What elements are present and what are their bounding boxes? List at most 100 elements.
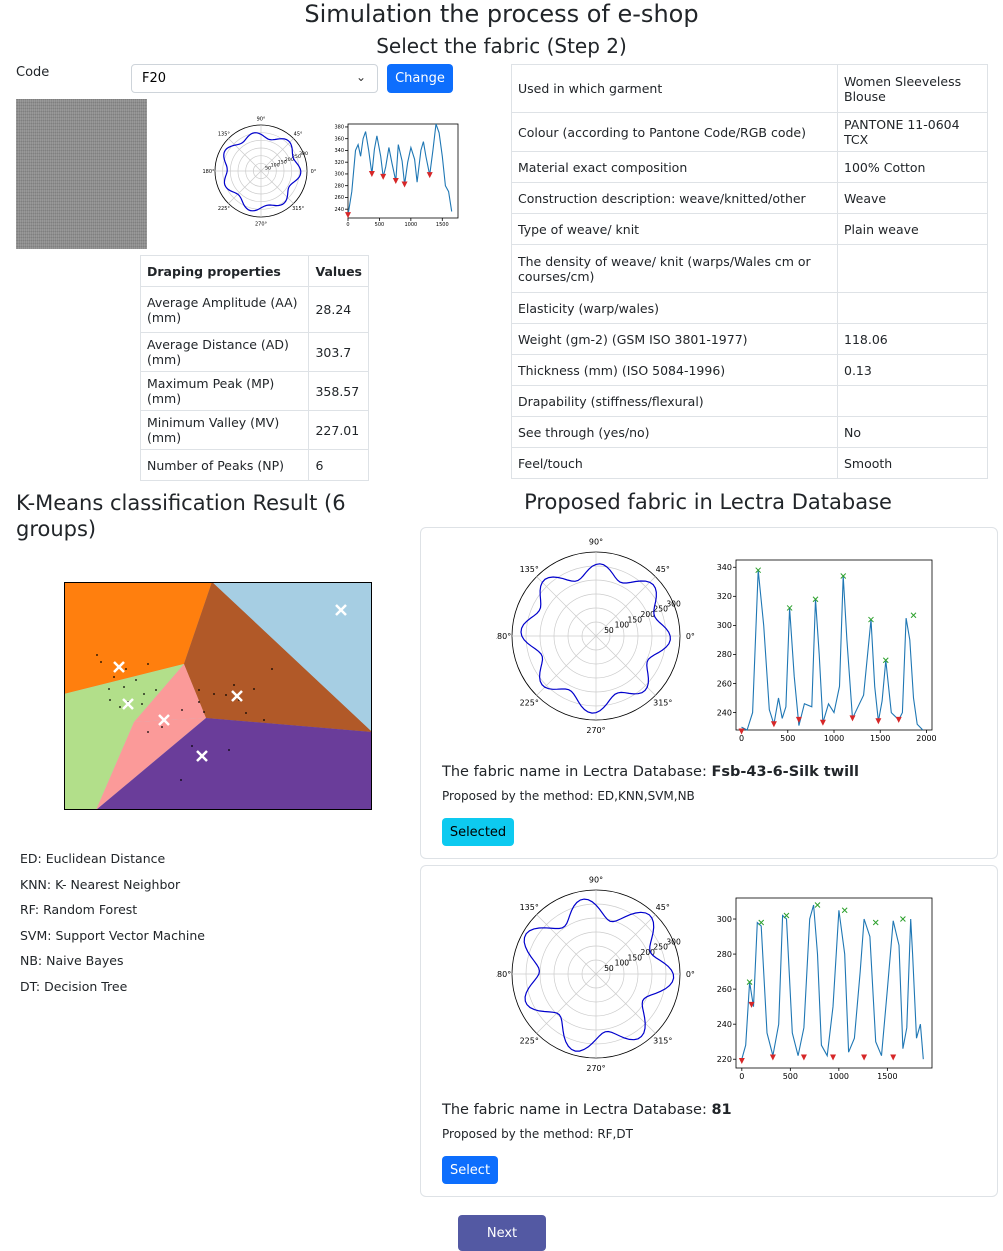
table-row: Maximum Peak (MP) (mm) 358.57 xyxy=(139,371,369,411)
polar-radial-label: 250 xyxy=(292,154,301,160)
polar-radial-label: 50 xyxy=(604,964,614,973)
data-point xyxy=(213,693,215,695)
peak-marker xyxy=(755,567,762,574)
thumb-polar-chart: 90° 135° 45° 180° 0° 225° 315° 270° 501001502002… xyxy=(202,116,317,227)
table-row: Minimum Valley (MV) (mm) 227.01 xyxy=(139,410,369,450)
polar-grid-spoke xyxy=(595,576,656,637)
info-value xyxy=(837,385,988,417)
page-title: Simulation the process of e-shop xyxy=(304,0,699,28)
code-select[interactable]: F20 xyxy=(131,64,378,93)
data-point xyxy=(109,699,111,701)
polar-radial-label: 200 xyxy=(285,157,294,163)
data-point xyxy=(147,663,149,665)
centroid-marker xyxy=(113,661,125,673)
info-label: Material exact composition xyxy=(511,151,838,183)
data-point xyxy=(180,779,182,781)
data-point xyxy=(108,688,110,690)
peak-marker xyxy=(814,902,821,908)
polar-chart: 90° 135° 45° 180° 0° 225° 315° 270° 501001502002… xyxy=(496,875,695,1073)
y-tick-label: 240 xyxy=(717,1020,732,1029)
polar-grid-spoke xyxy=(260,170,294,204)
y-tick-label: 320 xyxy=(717,592,732,601)
fabric-name-line: The fabric name in Lectra Database: Fsb-… xyxy=(442,764,859,780)
polar-grid-spoke xyxy=(536,914,597,975)
table-row: Average Amplitude (AA) (mm) 28.24 xyxy=(139,286,369,333)
polar-grid-spoke xyxy=(536,576,597,637)
valley-marker xyxy=(795,716,802,723)
table-row: See through (yes/no) No xyxy=(511,416,988,448)
y-tick-label: 320 xyxy=(334,160,344,166)
info-value xyxy=(837,292,988,324)
info-value: No xyxy=(837,416,988,448)
proposed-card-1: 90°135°45°180°0°225°315°270°501001502002… xyxy=(420,527,998,859)
info-label: Drapability (stiffness/flexural) xyxy=(511,385,838,417)
polar-radial-label: 100 xyxy=(271,163,280,169)
centroid-marker xyxy=(196,750,208,762)
drape-shape-line xyxy=(520,563,671,714)
table-row: Construction description: weave/knitted/… xyxy=(511,182,988,214)
info-value: 118.06 xyxy=(837,323,988,355)
thumb-line-chart: 240 260 280 300 320 340 360 380 0 500 1000 1500 xyxy=(334,123,459,228)
polar-grid-spoke xyxy=(228,138,262,172)
draping-header-value: Values xyxy=(308,255,369,287)
list-item: KNN: K- Nearest Neighbor xyxy=(20,876,181,892)
draping-header-property: Draping properties xyxy=(139,255,310,287)
peak-marker xyxy=(900,916,906,922)
peak-marker xyxy=(872,919,879,926)
y-tick-label: 340 xyxy=(334,148,344,154)
data-point xyxy=(225,694,227,696)
plot-frame xyxy=(347,123,459,219)
polar-grid-spoke xyxy=(595,914,656,975)
polar-radial-label: 150 xyxy=(628,615,643,624)
info-label: Feel/touch xyxy=(511,447,838,479)
list-item: ED: Euclidean Distance xyxy=(20,851,166,866)
draping-value: 227.01 xyxy=(308,410,369,450)
series-line xyxy=(347,123,453,216)
peak-marker xyxy=(746,979,753,985)
valley-marker xyxy=(770,721,777,728)
data-point xyxy=(147,731,149,733)
method-value: ED,KNN,SVM,NB xyxy=(597,789,695,803)
proposed-title: Proposed fabric in Lectra Database xyxy=(524,490,892,514)
polar-angle-label: 135° xyxy=(520,565,539,574)
polar-angle-label: 0° xyxy=(311,169,317,175)
draping-property: Average Distance (AD) (mm) xyxy=(139,332,310,372)
polar-angle-label: 180° xyxy=(202,169,215,175)
selected-button[interactable]: Selected xyxy=(442,818,514,846)
data-point xyxy=(253,688,255,690)
polar-angle-label: 180° xyxy=(496,970,511,979)
x-tick-label: 1500 xyxy=(436,222,449,228)
x-tick-label: 500 xyxy=(783,1072,798,1081)
valley-marker xyxy=(800,1054,807,1061)
y-tick-label: 240 xyxy=(717,708,732,717)
polar-angle-label: 315° xyxy=(653,699,672,708)
list-item: DT: Decision Tree xyxy=(20,978,128,994)
kmeans-plot xyxy=(64,582,372,810)
y-tick-label: 300 xyxy=(334,172,344,178)
drape-shape-line xyxy=(523,898,675,1052)
table-row: Number of Peaks (NP) 6 xyxy=(139,449,369,481)
x-tick-label: 1000 xyxy=(824,734,844,743)
proposed-card-2: 90°135°45°180°0°225°315°270°501001502002… xyxy=(420,865,998,1197)
fabric-name-prefix: The fabric name in Lectra Database: xyxy=(442,764,712,780)
data-point xyxy=(113,676,115,678)
valley-marker xyxy=(380,173,387,180)
info-label: Used in which garment xyxy=(511,64,838,113)
valley-marker xyxy=(861,1054,868,1061)
next-button[interactable]: Next xyxy=(458,1215,546,1251)
select-button[interactable]: Select xyxy=(442,1156,498,1184)
plot-frame xyxy=(735,897,933,1069)
method-line: Proposed by the method: RF,DT xyxy=(442,1127,633,1141)
polar-radial-label: 300 xyxy=(666,937,681,946)
table-row: Used in which garment Women Sleeveless Bl… xyxy=(511,64,988,113)
polar-angle-label: 135° xyxy=(218,132,231,138)
polar-radial-label: 50 xyxy=(604,626,614,635)
info-value: Plain weave xyxy=(837,213,988,245)
method-prefix: Proposed by the method: xyxy=(442,789,598,803)
series-line xyxy=(741,570,924,731)
change-button[interactable]: Change xyxy=(387,64,453,93)
peak-marker xyxy=(758,919,765,926)
info-label: Weight (gm-2) (GSM ISO 3801-1977) xyxy=(511,323,838,355)
valley-marker xyxy=(392,177,399,184)
centroid-marker xyxy=(158,714,170,726)
